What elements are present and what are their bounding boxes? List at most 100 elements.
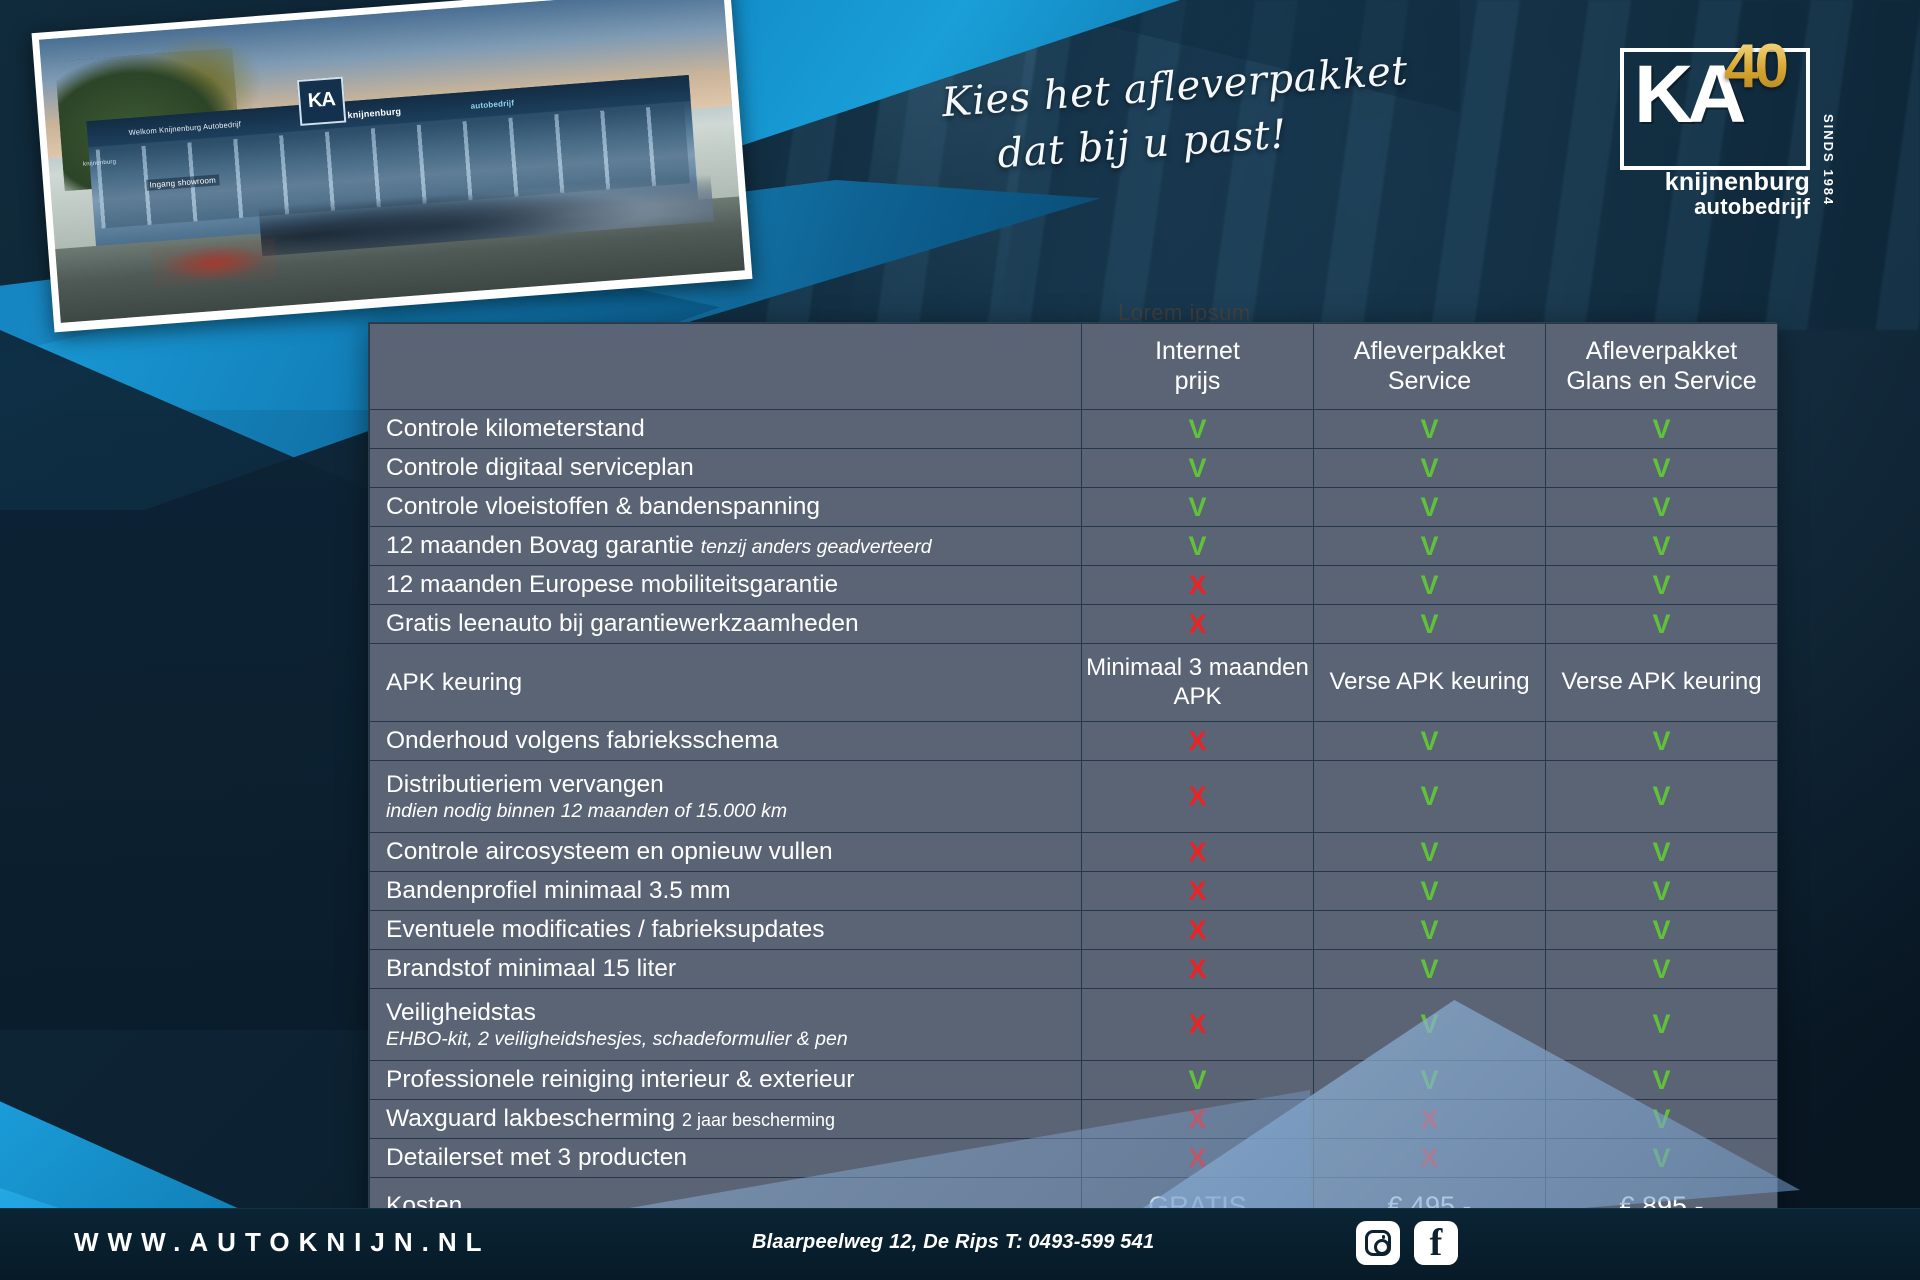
instagram-icon[interactable] [1356, 1221, 1400, 1265]
social-links: f [1356, 1221, 1458, 1265]
cell-included-mark: V [1313, 760, 1546, 833]
table-header-row: Internet prijs Afleverpakket Service Afl… [369, 323, 1778, 410]
cell-excluded-mark: X [1081, 832, 1314, 872]
feature-label: Bandenprofiel minimaal 3.5 mm [369, 871, 1082, 911]
cell-included-mark: V [1313, 487, 1546, 527]
table-row: Eventuele modificaties / fabrieksupdates… [369, 910, 1778, 950]
instagram-glyph [1365, 1230, 1391, 1256]
feature-label-text: Controle vloeistoffen & bandenspanning [386, 493, 821, 521]
company-logo: KA 40 knijnenburg autobedrijf SINDS 1984 [1612, 36, 1836, 238]
table-head: Internet prijs Afleverpakket Service Afl… [369, 323, 1778, 410]
feature-label: 12 maanden Bovag garantie tenzij anders … [369, 526, 1082, 566]
cell-included-mark: V [1313, 565, 1546, 605]
cell-excluded-mark: X [1081, 949, 1314, 989]
cell-excluded-mark: X [1081, 721, 1314, 761]
comparison-table: Internet prijs Afleverpakket Service Afl… [369, 323, 1778, 1235]
table-row: 12 maanden Bovag garantie tenzij anders … [369, 526, 1778, 566]
cell-included-mark: V [1313, 949, 1546, 989]
logo-anniversary-badge: 40 [1724, 36, 1820, 110]
feature-label: Controle kilometerstand [369, 409, 1082, 449]
table-body: Controle kilometerstand V V V Controle digit… [369, 409, 1778, 1235]
cell-included-mark: V [1081, 409, 1314, 449]
facebook-icon[interactable]: f [1414, 1221, 1458, 1265]
cell-value-text: Verse APK keuring [1313, 643, 1546, 722]
cell-included-mark: V [1313, 721, 1546, 761]
cell-included-mark: V [1313, 526, 1546, 566]
footer-bar: WWW.AUTOKNIJN.NL Blaarpeelweg 12, De Rip… [0, 1208, 1920, 1280]
feature-label-subtext: indien nodig binnen 12 maanden of 15.000… [386, 800, 788, 822]
feature-label: Controle aircosysteem en opnieuw vullen [369, 832, 1082, 872]
header-glans-line1: Afleverpakket [1585, 337, 1738, 365]
header-glans-line2: Glans en Service [1566, 366, 1757, 395]
feature-label-text: Veiligheidstas [386, 998, 536, 1026]
feature-label-text: Eventuele modificaties / fabrieksupdates [386, 916, 825, 944]
header-afleverpakket-service-line1: Afleverpakket [1353, 337, 1506, 365]
feature-label: Waxguard lakbescherming 2 jaar beschermi… [369, 1099, 1082, 1139]
cell-value-text: Minimaal 3 maanden APK [1081, 643, 1314, 722]
feature-label-text: APK keuring [386, 668, 523, 696]
feature-label: Veiligheidstas EHBO-kit, 2 veiligheidshes… [369, 988, 1082, 1061]
cell-excluded-mark: X [1081, 871, 1314, 911]
cell-included-mark: V [1313, 871, 1546, 911]
feature-label-text: Brandstof minimaal 15 liter [386, 955, 677, 983]
cell-included-mark: V [1081, 487, 1314, 527]
photo-ka-logo-sign: KA [296, 76, 347, 126]
table-row: 12 maanden Europese mobiliteitsgarantie X… [369, 565, 1778, 605]
logo-since-label: SINDS 1984 [1821, 114, 1836, 207]
cell-included-mark: V [1545, 871, 1778, 911]
table-row: Bandenprofiel minimaal 3.5 mm X V V [369, 871, 1778, 911]
feature-label: Distributieriem vervangen indien nodig bi… [369, 760, 1082, 833]
feature-label: Gratis leenauto bij garantiewerkzaamhede… [369, 604, 1082, 644]
feature-label-text: Professionele reiniging interieur & exte… [386, 1066, 855, 1094]
feature-label: Eventuele modificaties / fabrieksupdates [369, 910, 1082, 950]
feature-label-text: Controle aircosysteem en opnieuw vullen [386, 838, 833, 866]
cell-included-mark: V [1545, 526, 1778, 566]
feature-label-text: Bandenprofiel minimaal 3.5 mm [386, 877, 731, 905]
header-internet-prijs-line2: prijs [1174, 366, 1221, 395]
header-feature-column [369, 323, 1082, 410]
header-internet-prijs-line1: Internet [1155, 337, 1240, 365]
cell-included-mark: V [1545, 760, 1778, 833]
footer-website[interactable]: WWW.AUTOKNIJN.NL [74, 1227, 491, 1257]
cell-excluded-mark: X [1081, 910, 1314, 950]
table-row: APK keuring Minimaal 3 maanden APK Verse A… [369, 643, 1778, 722]
package-comparison-table: Internet prijs Afleverpakket Service Afl… [368, 322, 1778, 1236]
cell-included-mark: V [1545, 949, 1778, 989]
instagram-dot [1381, 1235, 1385, 1239]
header-afleverpakket-service: Afleverpakket Service [1313, 323, 1546, 410]
logo-name-autobedrijf: autobedrijf [1694, 193, 1810, 219]
cell-included-mark: V [1545, 487, 1778, 527]
table-row: Onderhoud volgens fabrieksschema X V V [369, 721, 1778, 761]
cell-included-mark: V [1545, 604, 1778, 644]
table-row: Veiligheidstas EHBO-kit, 2 veiligheidshes… [369, 988, 1778, 1061]
feature-label: Onderhoud volgens fabrieksschema [369, 721, 1082, 761]
dealership-photo: KA Welkom Knijnenburg Autobedrijf knijne… [39, 0, 745, 323]
cell-included-mark: V [1313, 910, 1546, 950]
feature-label-text: Gratis leenauto bij garantiewerkzaamhede… [386, 610, 859, 638]
header-internet-prijs: Internet prijs [1081, 323, 1314, 410]
feature-label-text: 12 maanden Bovag garantie [386, 532, 701, 560]
feature-label: APK keuring [369, 643, 1082, 722]
cell-value-text: Verse APK keuring [1545, 643, 1778, 722]
cell-excluded-mark: X [1081, 760, 1314, 833]
table-row: Controle vloeistoffen & bandenspanning V V… [369, 487, 1778, 527]
footer-address-phone: Blaarpeelweg 12, De Rips T: 0493-599 541 [752, 1231, 1155, 1253]
cell-included-mark: V [1545, 448, 1778, 488]
feature-label-text: Waxguard lakbescherming [386, 1105, 682, 1133]
lorem-ipsum-watermark: Lorem ipsum [1118, 300, 1251, 325]
cell-included-mark: V [1313, 409, 1546, 449]
cell-included-mark: V [1081, 448, 1314, 488]
feature-label-subtext: 2 jaar bescherming [681, 1110, 836, 1131]
logo-name-knijnenburg: knijnenburg [1664, 168, 1810, 196]
cell-included-mark: V [1545, 565, 1778, 605]
table-row: Controle aircosysteem en opnieuw vullen X… [369, 832, 1778, 872]
cell-included-mark: V [1545, 832, 1778, 872]
table-row: Gratis leenauto bij garantiewerkzaamhede… [369, 604, 1778, 644]
feature-label-text: Onderhoud volgens fabrieksschema [386, 727, 779, 755]
facebook-glyph: f [1429, 1222, 1443, 1264]
feature-label: Controle vloeistoffen & bandenspanning [369, 487, 1082, 527]
table-row: Controle digitaal serviceplan V V V [369, 448, 1778, 488]
table-row: Controle kilometerstand V V V [369, 409, 1778, 449]
dealership-photo-card: KA Welkom Knijnenburg Autobedrijf knijne… [31, 0, 753, 333]
feature-label: Professionele reiniging interieur & exte… [369, 1060, 1082, 1100]
